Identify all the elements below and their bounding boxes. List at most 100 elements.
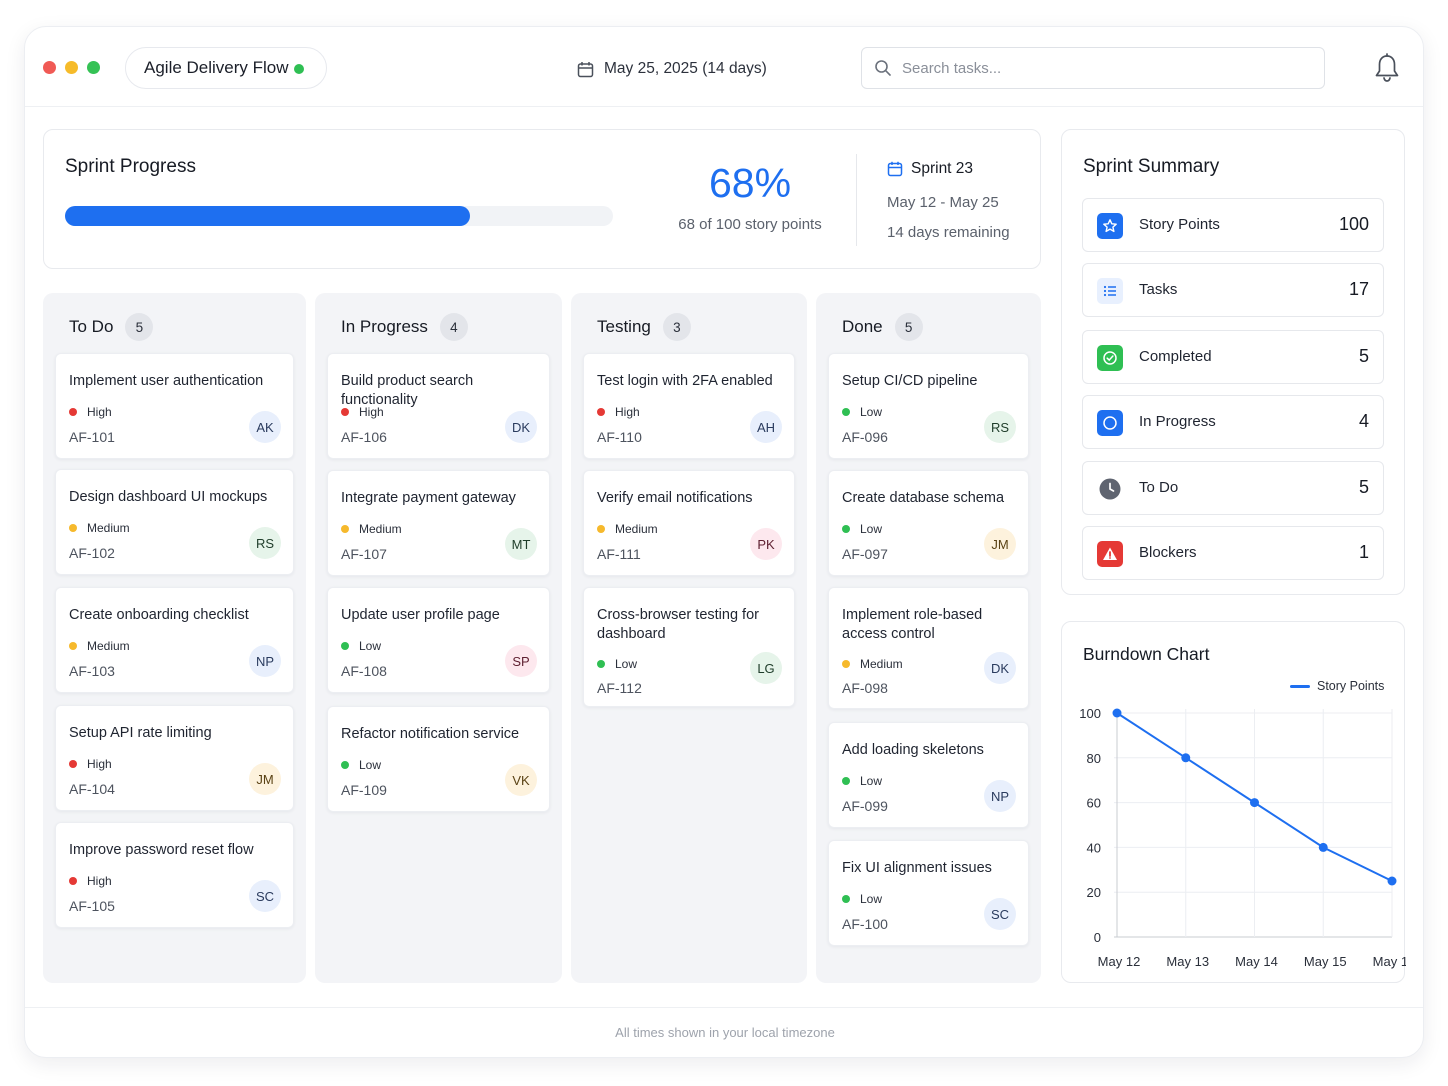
- legend-label: Story Points: [1317, 679, 1385, 693]
- summary-value: 5: [1358, 346, 1369, 366]
- notifications-bell-icon[interactable]: [1373, 53, 1401, 83]
- column-count-badge: 5: [125, 313, 154, 341]
- list-icon: [1097, 278, 1123, 304]
- assignee-avatar[interactable]: AK: [249, 411, 281, 443]
- task-card[interactable]: Design dashboard UI mockups Medium AF-102 R…: [55, 469, 294, 575]
- task-card[interactable]: Build product search functionality High AF…: [327, 353, 550, 459]
- task-card[interactable]: Create onboarding checklist Medium AF-103 N…: [55, 587, 294, 693]
- summary-row-story-points[interactable]: Story Points 100: [1082, 198, 1384, 252]
- minimize-window-button[interactable]: [65, 61, 78, 74]
- task-card[interactable]: Cross-browser testing for dashboard Low AF…: [583, 587, 795, 707]
- priority-dot-icon: [69, 642, 77, 650]
- priority-label: High: [87, 757, 112, 771]
- x-tick-label: May 16: [1373, 954, 1406, 969]
- priority-dot-icon: [69, 408, 77, 416]
- search-input[interactable]: [902, 59, 1302, 77]
- sprint-name-label: Sprint 23: [911, 160, 974, 177]
- task-card[interactable]: Refactor notification service Low AF-109 VK: [327, 706, 550, 812]
- sprint-date-range[interactable]: May 25, 2025 (14 days): [577, 57, 767, 81]
- assignee-avatar[interactable]: SP: [505, 645, 537, 677]
- priority-dot-icon: [597, 525, 605, 533]
- assignee-avatar[interactable]: AH: [750, 411, 782, 443]
- task-card[interactable]: Fix UI alignment issues Low AF-100 SC: [828, 840, 1029, 946]
- priority-badge: Medium: [341, 522, 402, 536]
- summary-row-tasks[interactable]: Tasks 17: [1082, 263, 1384, 317]
- assignee-avatar[interactable]: DK: [984, 652, 1016, 684]
- assignee-avatar[interactable]: DK: [505, 411, 537, 443]
- task-card[interactable]: Setup CI/CD pipeline Low AF-096 RS: [828, 353, 1029, 459]
- search-box[interactable]: [861, 47, 1325, 89]
- task-title: Design dashboard UI mockups: [69, 489, 268, 505]
- task-card[interactable]: Improve password reset flow High AF-105 SC: [55, 822, 294, 928]
- project-name: Agile Delivery Flow: [144, 58, 289, 77]
- assignee-avatar[interactable]: SC: [249, 880, 281, 912]
- task-card[interactable]: Create database schema Low AF-097 JM: [828, 470, 1029, 576]
- task-card[interactable]: Integrate payment gateway Medium AF-107 MT: [327, 470, 550, 576]
- priority-badge: High: [69, 405, 112, 419]
- task-card[interactable]: Test login with 2FA enabled High AF-110 AH: [583, 353, 795, 459]
- sprint-dates: May 12 - May 25: [887, 194, 999, 211]
- assignee-avatar[interactable]: RS: [984, 411, 1016, 443]
- date-range-label: May 25, 2025 (14 days): [604, 60, 767, 77]
- task-title: Create database schema: [842, 490, 1005, 506]
- assignee-avatar[interactable]: JM: [249, 763, 281, 795]
- task-card[interactable]: Setup API rate limiting High AF-104 JM: [55, 705, 294, 811]
- assignee-avatar[interactable]: JM: [984, 528, 1016, 560]
- task-card[interactable]: Update user profile page Low AF-108 SP: [327, 587, 550, 693]
- column-header: In Progress 4: [341, 313, 468, 341]
- priority-dot-icon: [597, 408, 605, 416]
- column-count-badge: 5: [894, 313, 923, 341]
- data-point: [1318, 842, 1328, 852]
- assignee-avatar[interactable]: RS: [249, 527, 281, 559]
- priority-badge: Low: [842, 774, 882, 788]
- sprint-summary-card: Sprint Summary Story Points 100 Tasks 17: [1061, 129, 1405, 595]
- sprint-name: Sprint 23: [887, 160, 973, 178]
- project-selector[interactable]: Agile Delivery Flow: [125, 47, 327, 89]
- column-header: Done 5: [842, 313, 923, 341]
- priority-badge: Low: [597, 657, 637, 671]
- progress-percent: 68%: [708, 160, 792, 206]
- task-id: AF-101: [69, 429, 115, 445]
- assignee-avatar[interactable]: NP: [249, 645, 281, 677]
- column-title: In Progress: [341, 317, 428, 336]
- priority-label: Medium: [860, 657, 903, 671]
- task-card[interactable]: Add loading skeletons Low AF-099 NP: [828, 722, 1029, 828]
- task-id: AF-111: [597, 546, 641, 562]
- task-id: AF-108: [341, 663, 387, 679]
- column-done: Done 5 Setup CI/CD pipeline Low AF-096 RS Crea…: [816, 293, 1041, 983]
- summary-row-to-do[interactable]: To Do 5: [1082, 461, 1384, 515]
- task-id: AF-098: [842, 680, 888, 696]
- close-window-button[interactable]: [43, 61, 56, 74]
- task-title: Test login with 2FA enabled: [597, 373, 773, 389]
- priority-badge: Medium: [842, 657, 903, 671]
- priority-label: Medium: [359, 522, 402, 536]
- clock-icon: [1097, 476, 1123, 502]
- divider: [856, 154, 857, 246]
- assignee-avatar[interactable]: NP: [984, 780, 1016, 812]
- assignee-avatar[interactable]: SC: [984, 898, 1016, 930]
- summary-row-blockers[interactable]: Blockers 1: [1082, 526, 1384, 580]
- priority-label: High: [359, 405, 384, 419]
- column-title: Done: [842, 317, 883, 336]
- priority-label: High: [615, 405, 640, 419]
- maximize-window-button[interactable]: [87, 61, 100, 74]
- priority-badge: High: [341, 405, 384, 419]
- assignee-avatar[interactable]: VK: [505, 764, 537, 796]
- column-header: To Do 5: [69, 313, 154, 341]
- column-in-progress: In Progress 4 Build product search functio…: [315, 293, 562, 983]
- assignee-avatar[interactable]: MT: [505, 528, 537, 560]
- app-window: Agile Delivery Flow May 25, 2025 (14 day…: [24, 26, 1424, 1058]
- task-card[interactable]: Implement role-based access control Mediu…: [828, 587, 1029, 709]
- task-card[interactable]: Implement user authentication High AF-101 A…: [55, 353, 294, 459]
- calendar-icon: [577, 61, 594, 77]
- task-title: Implement role-based access control: [842, 607, 983, 642]
- priority-dot-icon: [842, 895, 850, 903]
- summary-row-in-progress[interactable]: In Progress 4: [1082, 395, 1384, 449]
- summary-row-completed[interactable]: Completed 5: [1082, 330, 1384, 384]
- priority-label: Low: [359, 758, 382, 772]
- column-to-do: To Do 5 Implement user authentication High A…: [43, 293, 306, 983]
- assignee-avatar[interactable]: LG: [750, 652, 782, 684]
- task-card[interactable]: Verify email notifications Medium AF-111 PK: [583, 470, 795, 576]
- priority-label: Medium: [87, 639, 130, 653]
- assignee-avatar[interactable]: PK: [750, 528, 782, 560]
